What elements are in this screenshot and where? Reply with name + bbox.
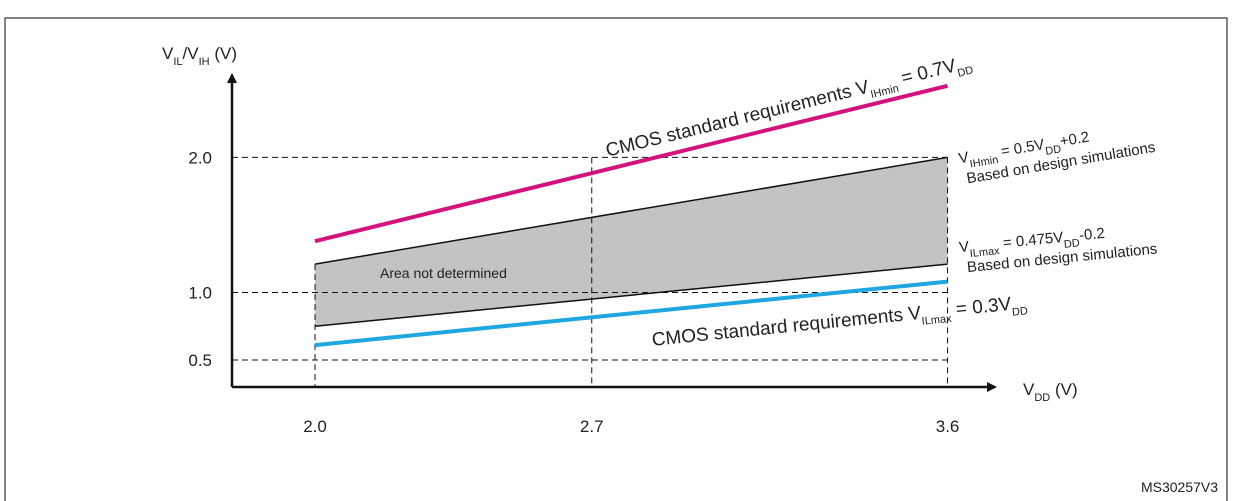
label-part: = 0.3V [950, 294, 1013, 321]
label: CMOS standard requirements VILmax = 0.3V… [651, 292, 1029, 355]
subscript: DD [1034, 392, 1050, 404]
label-part: CMOS standard requirements V [651, 303, 922, 351]
label-part: -0.2 [1078, 225, 1105, 244]
x-tick-label: 2.0 [303, 417, 327, 436]
subscript: DD [1063, 237, 1080, 251]
series-line [314, 279, 948, 348]
label-part: V [957, 149, 970, 167]
series-line [314, 263, 948, 327]
y-tick-label: 0.5 [188, 351, 212, 370]
subscript: IL [173, 56, 182, 68]
series-line [314, 156, 948, 265]
label-part: /V [183, 44, 200, 63]
x-tick-label: 3.6 [936, 417, 960, 436]
label-part: (V) [210, 44, 237, 63]
x-tick-label: 2.7 [580, 417, 604, 436]
label-part: = 0.475V [998, 229, 1064, 252]
subscript: DD [1045, 143, 1063, 157]
frame [4, 17, 1228, 501]
subscript: DD [1011, 305, 1028, 319]
label-part: = 0.7V [894, 55, 958, 90]
label-part: = 0.5V [996, 136, 1046, 161]
undetermined-band [315, 157, 948, 327]
figure-id: MS30257V3 [1141, 479, 1218, 495]
label-part: +0.2 [1059, 129, 1091, 151]
subscript: IHmin [969, 154, 999, 171]
label-part: V [958, 238, 970, 256]
y-tick-label: 2.0 [188, 148, 212, 167]
label-part: V [162, 44, 174, 63]
label-part: V [1023, 380, 1035, 399]
subscript: ILmax [969, 245, 1000, 260]
label: VDD (V) [1023, 380, 1078, 404]
label-part: CMOS standard requirements V [604, 77, 872, 162]
y-tick-label: 1.0 [188, 283, 212, 302]
label: CMOS standard requirements VIHmin = 0.7V… [604, 52, 975, 166]
subscript: IH [199, 56, 210, 68]
label-part: (V) [1050, 380, 1077, 399]
band-label: Area not determined [380, 265, 507, 281]
series-line [314, 83, 949, 244]
label: VILmax = 0.475VDD-0.2 [958, 225, 1106, 261]
subscript: DD [956, 64, 974, 79]
label: VIL/VIH (V) [162, 44, 237, 68]
subscript: ILmax [921, 313, 953, 328]
